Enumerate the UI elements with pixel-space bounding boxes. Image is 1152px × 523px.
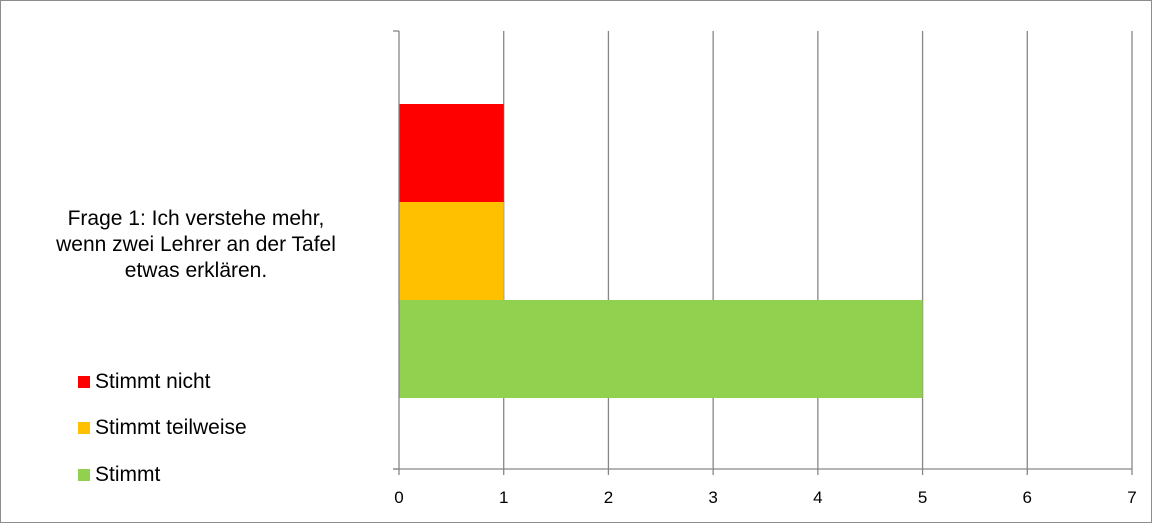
x-tick-label: 4 [813, 488, 822, 507]
category-label: Frage 1: Ich verstehe mehr, wenn zwei Le… [10, 206, 382, 284]
legend-item-stimmt-nicht: Stimmt nicht [78, 370, 247, 393]
legend-item-stimmt-teilweise: Stimmt teilweise [78, 416, 247, 440]
x-tick-label: 5 [918, 488, 927, 507]
bar [399, 202, 504, 300]
x-tick-label: 7 [1127, 488, 1136, 507]
legend-label: Stimmt teilweise [95, 416, 247, 439]
gridlines [503, 31, 1133, 469]
x-tick-label: 2 [604, 488, 613, 507]
x-tick-labels: 0 1 2 3 4 5 6 7 [394, 488, 1136, 507]
legend-swatch [78, 422, 90, 434]
legend-label: Stimmt nicht [95, 369, 211, 393]
legend-swatch [78, 468, 90, 481]
category-label-line: Frage 1: Ich verstehe mehr, [67, 207, 325, 230]
bar [399, 104, 504, 202]
x-tick-label: 1 [499, 488, 508, 507]
legend: Stimmt nicht Stimmt teilweise Stimmt [78, 370, 247, 510]
category-label-line: etwas erklären. [124, 259, 268, 282]
legend-swatch [78, 375, 90, 388]
bars [399, 104, 923, 398]
legend-item-stimmt: Stimmt [78, 463, 247, 486]
bar [399, 300, 923, 398]
x-tick-label: 0 [394, 488, 403, 507]
category-label-line: wenn zwei Lehrer an der Tafel [56, 233, 336, 256]
x-tick-label: 6 [1023, 488, 1032, 507]
x-tick-label: 3 [708, 488, 717, 507]
legend-label: Stimmt [95, 462, 161, 486]
axes [393, 30, 1133, 475]
